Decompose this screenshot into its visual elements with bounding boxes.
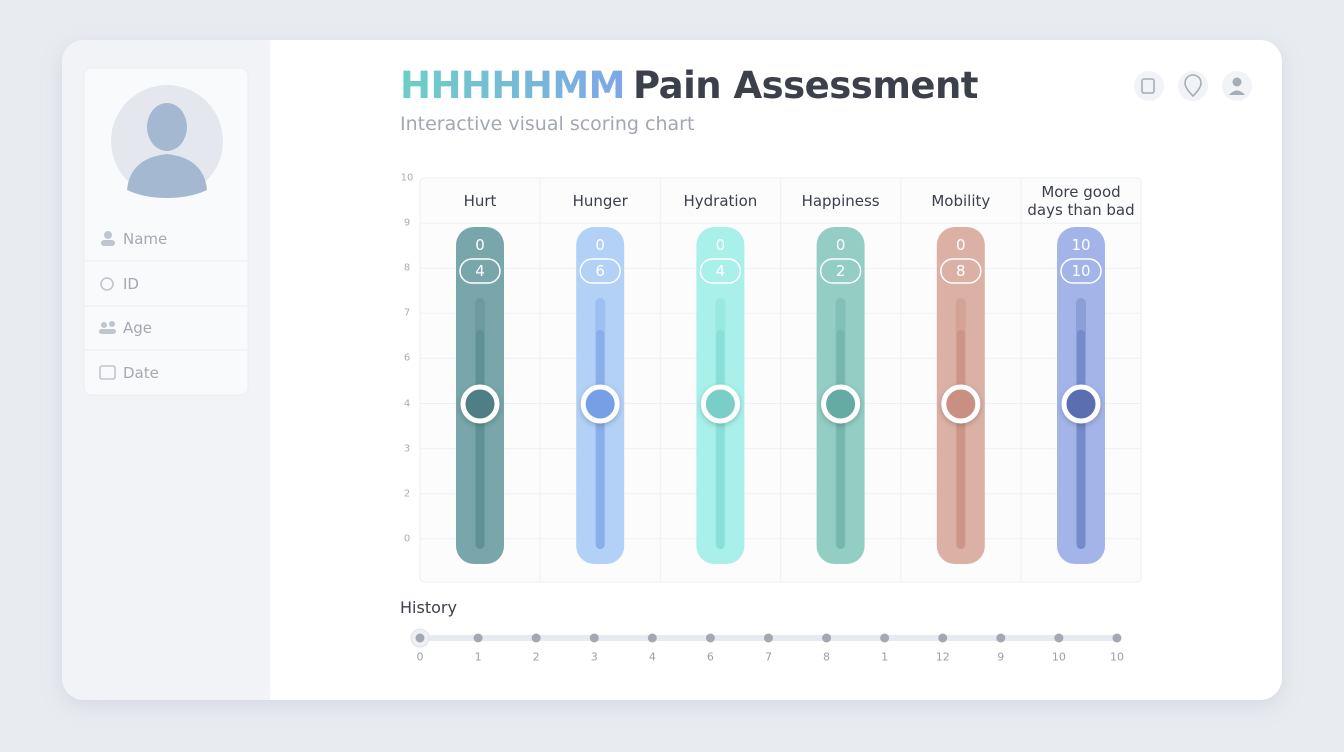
scale-label: 2	[403, 488, 411, 500]
notes-button[interactable]	[1134, 71, 1164, 101]
top-value: 10	[1071, 236, 1091, 254]
column-label: Mobility	[931, 192, 991, 210]
history-point	[938, 633, 948, 643]
history-tick-label: 6	[706, 650, 714, 664]
history-tick-label: 9	[997, 650, 1005, 664]
history-point	[822, 633, 832, 643]
history-tick-label: 2	[532, 650, 540, 664]
history-point	[705, 633, 715, 643]
profile-field: Name	[123, 230, 168, 248]
profile-field: Age	[123, 319, 153, 337]
history-point	[996, 633, 1006, 643]
top-value: 0	[475, 236, 485, 254]
score-pill	[579, 258, 621, 284]
history-label: History	[400, 598, 457, 617]
top-value: 0	[835, 236, 846, 254]
history-tick-label: 3	[590, 650, 598, 664]
history-tick-label: 8	[823, 650, 831, 664]
user-icon-body	[1229, 90, 1245, 95]
history-point	[1112, 633, 1122, 643]
subtitle: Interactive visual scoring chart	[400, 113, 695, 135]
toolbar-icons[interactable]	[1134, 71, 1252, 101]
slider-fill	[836, 330, 845, 549]
history-point	[880, 633, 890, 643]
slider-fill	[716, 330, 725, 549]
score-pill	[699, 258, 742, 284]
slider-knob	[460, 384, 500, 424]
scale-label: 6	[403, 352, 411, 364]
slider-fill	[596, 330, 605, 549]
scale-label: 0	[403, 533, 411, 545]
history-point	[647, 633, 657, 643]
score-pill	[1060, 258, 1102, 284]
history-tick-label: 10	[1109, 650, 1124, 664]
history-tick-label: 0	[416, 650, 424, 664]
history-point	[473, 633, 483, 643]
slider-fill	[1077, 330, 1085, 549]
history-point	[763, 633, 773, 643]
profile-field: ID	[123, 275, 139, 293]
column-label: Hydration	[683, 192, 758, 210]
column-label: Hunger	[572, 192, 628, 210]
top-value: 0	[595, 236, 605, 254]
field-icons	[99, 231, 116, 380]
history-point	[589, 633, 599, 643]
scale-label: 4	[403, 398, 411, 409]
score-value: 6	[595, 262, 605, 280]
top-value: 0	[715, 236, 726, 254]
score-value: 2	[835, 262, 846, 280]
scale-label: 10	[400, 172, 414, 184]
history-tick-label: 4	[648, 650, 656, 664]
history-tick-label: 12	[935, 650, 950, 664]
column-label: Hurt	[463, 192, 497, 210]
notes-icon	[1141, 78, 1155, 94]
score-pill	[940, 258, 982, 284]
field-dividers	[84, 260, 248, 351]
profile-field: Date	[123, 364, 159, 382]
score-value: 10	[1071, 262, 1091, 280]
column-label: Happiness	[801, 192, 880, 210]
top-value: 0	[956, 236, 966, 254]
avatar-head	[147, 103, 187, 151]
slider-knob	[1061, 384, 1101, 424]
location-icon	[1184, 74, 1202, 98]
slider-knob	[821, 384, 861, 424]
slider-fill	[476, 330, 484, 549]
scale-label: 3	[403, 443, 411, 455]
slider-knob	[700, 384, 740, 424]
slider-fill	[956, 330, 965, 549]
score-value: 4	[715, 262, 726, 280]
history-point	[1054, 633, 1064, 643]
history-tick-label: 1	[881, 650, 889, 664]
score-value: 8	[956, 262, 966, 280]
brand: HHHHHMM	[400, 64, 625, 107]
title: Pain Assessment	[633, 64, 979, 107]
chart-layer	[420, 178, 1141, 582]
score-value: 4	[475, 262, 485, 280]
score-pill	[819, 258, 862, 284]
scale-label: 8	[403, 262, 411, 274]
slider-knob	[580, 384, 620, 424]
user-icon	[1232, 77, 1242, 87]
scale-label: 7	[403, 307, 411, 319]
score-pill	[459, 258, 501, 284]
history-tick-label: 10	[1051, 650, 1066, 664]
history-point	[531, 633, 541, 643]
avatar-body	[127, 154, 207, 198]
history-tick-label: 1	[474, 650, 482, 664]
slider-knob	[941, 384, 981, 424]
history-tick-label: 7	[764, 650, 772, 664]
history-point	[415, 633, 425, 643]
column-label: More good days than bad	[1027, 183, 1135, 219]
scale-label: 9	[403, 217, 411, 229]
